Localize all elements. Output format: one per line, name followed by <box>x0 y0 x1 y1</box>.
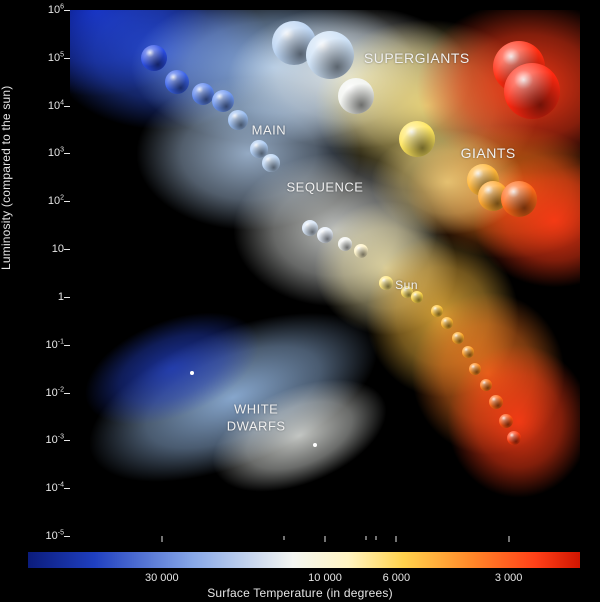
plot-area: SUPERGIANTS MAIN SEQUENCE GIANTS Sun WHITE DWA… <box>70 10 580 536</box>
labels-layer: SUPERGIANTS MAIN SEQUENCE GIANTS Sun WHITE DWA… <box>70 10 580 536</box>
y-tick-mark <box>64 440 70 441</box>
x-axis-label: Surface Temperature (in degrees) <box>207 586 393 600</box>
x-minor-tick-mark <box>284 536 285 540</box>
x-tick-label: 30 000 <box>145 572 179 584</box>
y-tick-mark <box>64 536 70 537</box>
y-tick-mark <box>64 393 70 394</box>
region-label: WHITE <box>234 402 278 417</box>
y-tick-label: 10-3 <box>46 434 64 446</box>
y-tick-mark <box>64 297 70 298</box>
region-label: Sun <box>395 278 418 292</box>
y-tick-mark <box>64 201 70 202</box>
y-tick-mark <box>64 58 70 59</box>
x-tick-mark <box>325 536 326 542</box>
region-label: MAIN <box>252 122 287 137</box>
y-tick-label: 106 <box>48 4 64 16</box>
x-minor-tick-mark <box>376 536 377 540</box>
temperature-color-bar <box>28 552 580 568</box>
x-tick-mark <box>508 536 509 542</box>
y-tick-mark <box>64 488 70 489</box>
hr-diagram: SUPERGIANTS MAIN SEQUENCE GIANTS Sun WHITE DWA… <box>0 0 600 602</box>
y-tick-mark <box>64 106 70 107</box>
region-label: SEQUENCE <box>287 179 364 194</box>
x-tick-label: 3 000 <box>495 572 523 584</box>
y-tick-label: 10-5 <box>46 530 64 542</box>
y-tick-mark <box>64 345 70 346</box>
y-tick-label: 10-4 <box>46 482 64 494</box>
y-tick-label: 105 <box>48 52 64 64</box>
x-tick-label: 6 000 <box>383 572 411 584</box>
y-tick-label: 104 <box>48 100 64 112</box>
x-tick-label: 10 000 <box>308 572 342 584</box>
x-tick-mark <box>396 536 397 542</box>
y-tick-label: 10-2 <box>46 387 64 399</box>
region-label: DWARFS <box>227 419 286 434</box>
y-tick-label: 10-1 <box>46 339 64 351</box>
region-label: SUPERGIANTS <box>364 50 470 66</box>
y-tick-label: 103 <box>48 147 64 159</box>
y-axis-label: Luminosity (compared to the sun) <box>0 86 13 270</box>
region-label: GIANTS <box>461 145 516 161</box>
y-tick-mark <box>64 249 70 250</box>
y-tick-label: 102 <box>48 195 64 207</box>
y-tick-label: 10 <box>52 243 64 255</box>
x-tick-mark <box>161 536 162 542</box>
y-tick-mark <box>64 153 70 154</box>
x-minor-tick-mark <box>365 536 366 540</box>
y-tick-mark <box>64 10 70 11</box>
